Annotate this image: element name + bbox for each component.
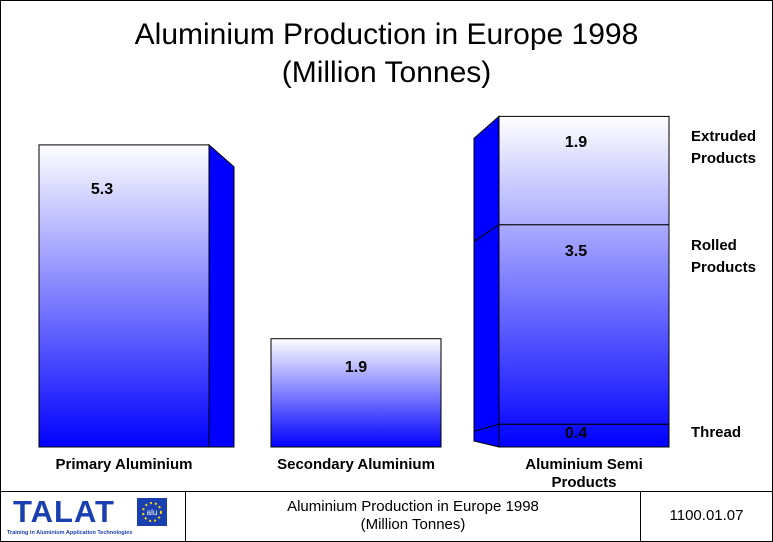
logo-box: TALAT alu Training in Aluminium Applicat… (1, 492, 186, 541)
segment-label: Thread (691, 424, 742, 441)
value-label: 0.4 (564, 425, 588, 442)
logo: TALAT (13, 494, 115, 529)
footer-code-box: 1100.01.07 (641, 492, 772, 541)
bar-segment (498, 115, 670, 226)
chart-subtitle: (Million Tonnes) (281, 56, 492, 89)
logo-icon: alu (137, 498, 167, 526)
bar (270, 338, 442, 448)
footer-title-box: Aluminium Production in Europe 1998 (Mill… (186, 492, 641, 541)
chart (38, 115, 670, 448)
logo-subtitle: Training in Aluminium Application Techno… (7, 530, 133, 536)
segment-edge (473, 224, 500, 242)
footer-code: 1100.01.07 (669, 507, 744, 524)
value-label: 3.5 (564, 242, 588, 260)
svg-text:alu: alu (147, 508, 158, 517)
x-tick-label: Aluminium Semi Products (525, 456, 643, 491)
footer: TALAT alu Training in Aluminium Applicat… (1, 491, 772, 541)
segment-edge (473, 423, 500, 432)
x-tick-label: Primary Aluminium (55, 456, 193, 473)
bar-side (208, 143, 235, 448)
footer-title-line: Aluminium Production in Europe 1998 (287, 498, 539, 515)
bar-side (473, 115, 500, 448)
chart-title: Aluminium Production in Europe 1998 (134, 18, 639, 51)
bar (38, 144, 210, 448)
segment-label: Extruded Products (691, 128, 757, 168)
footer-subtitle: (Million Tonnes) (360, 516, 466, 533)
footer-title: Aluminium Production in Europe 1998 (Mill… (186, 498, 640, 534)
value-label: 1.9 (344, 358, 368, 376)
value-label: 5.3 (90, 180, 114, 198)
x-tick-label: Secondary Aluminium (277, 456, 435, 473)
value-label: 1.9 (564, 134, 588, 152)
segment-label: Rolled Products (691, 236, 757, 276)
